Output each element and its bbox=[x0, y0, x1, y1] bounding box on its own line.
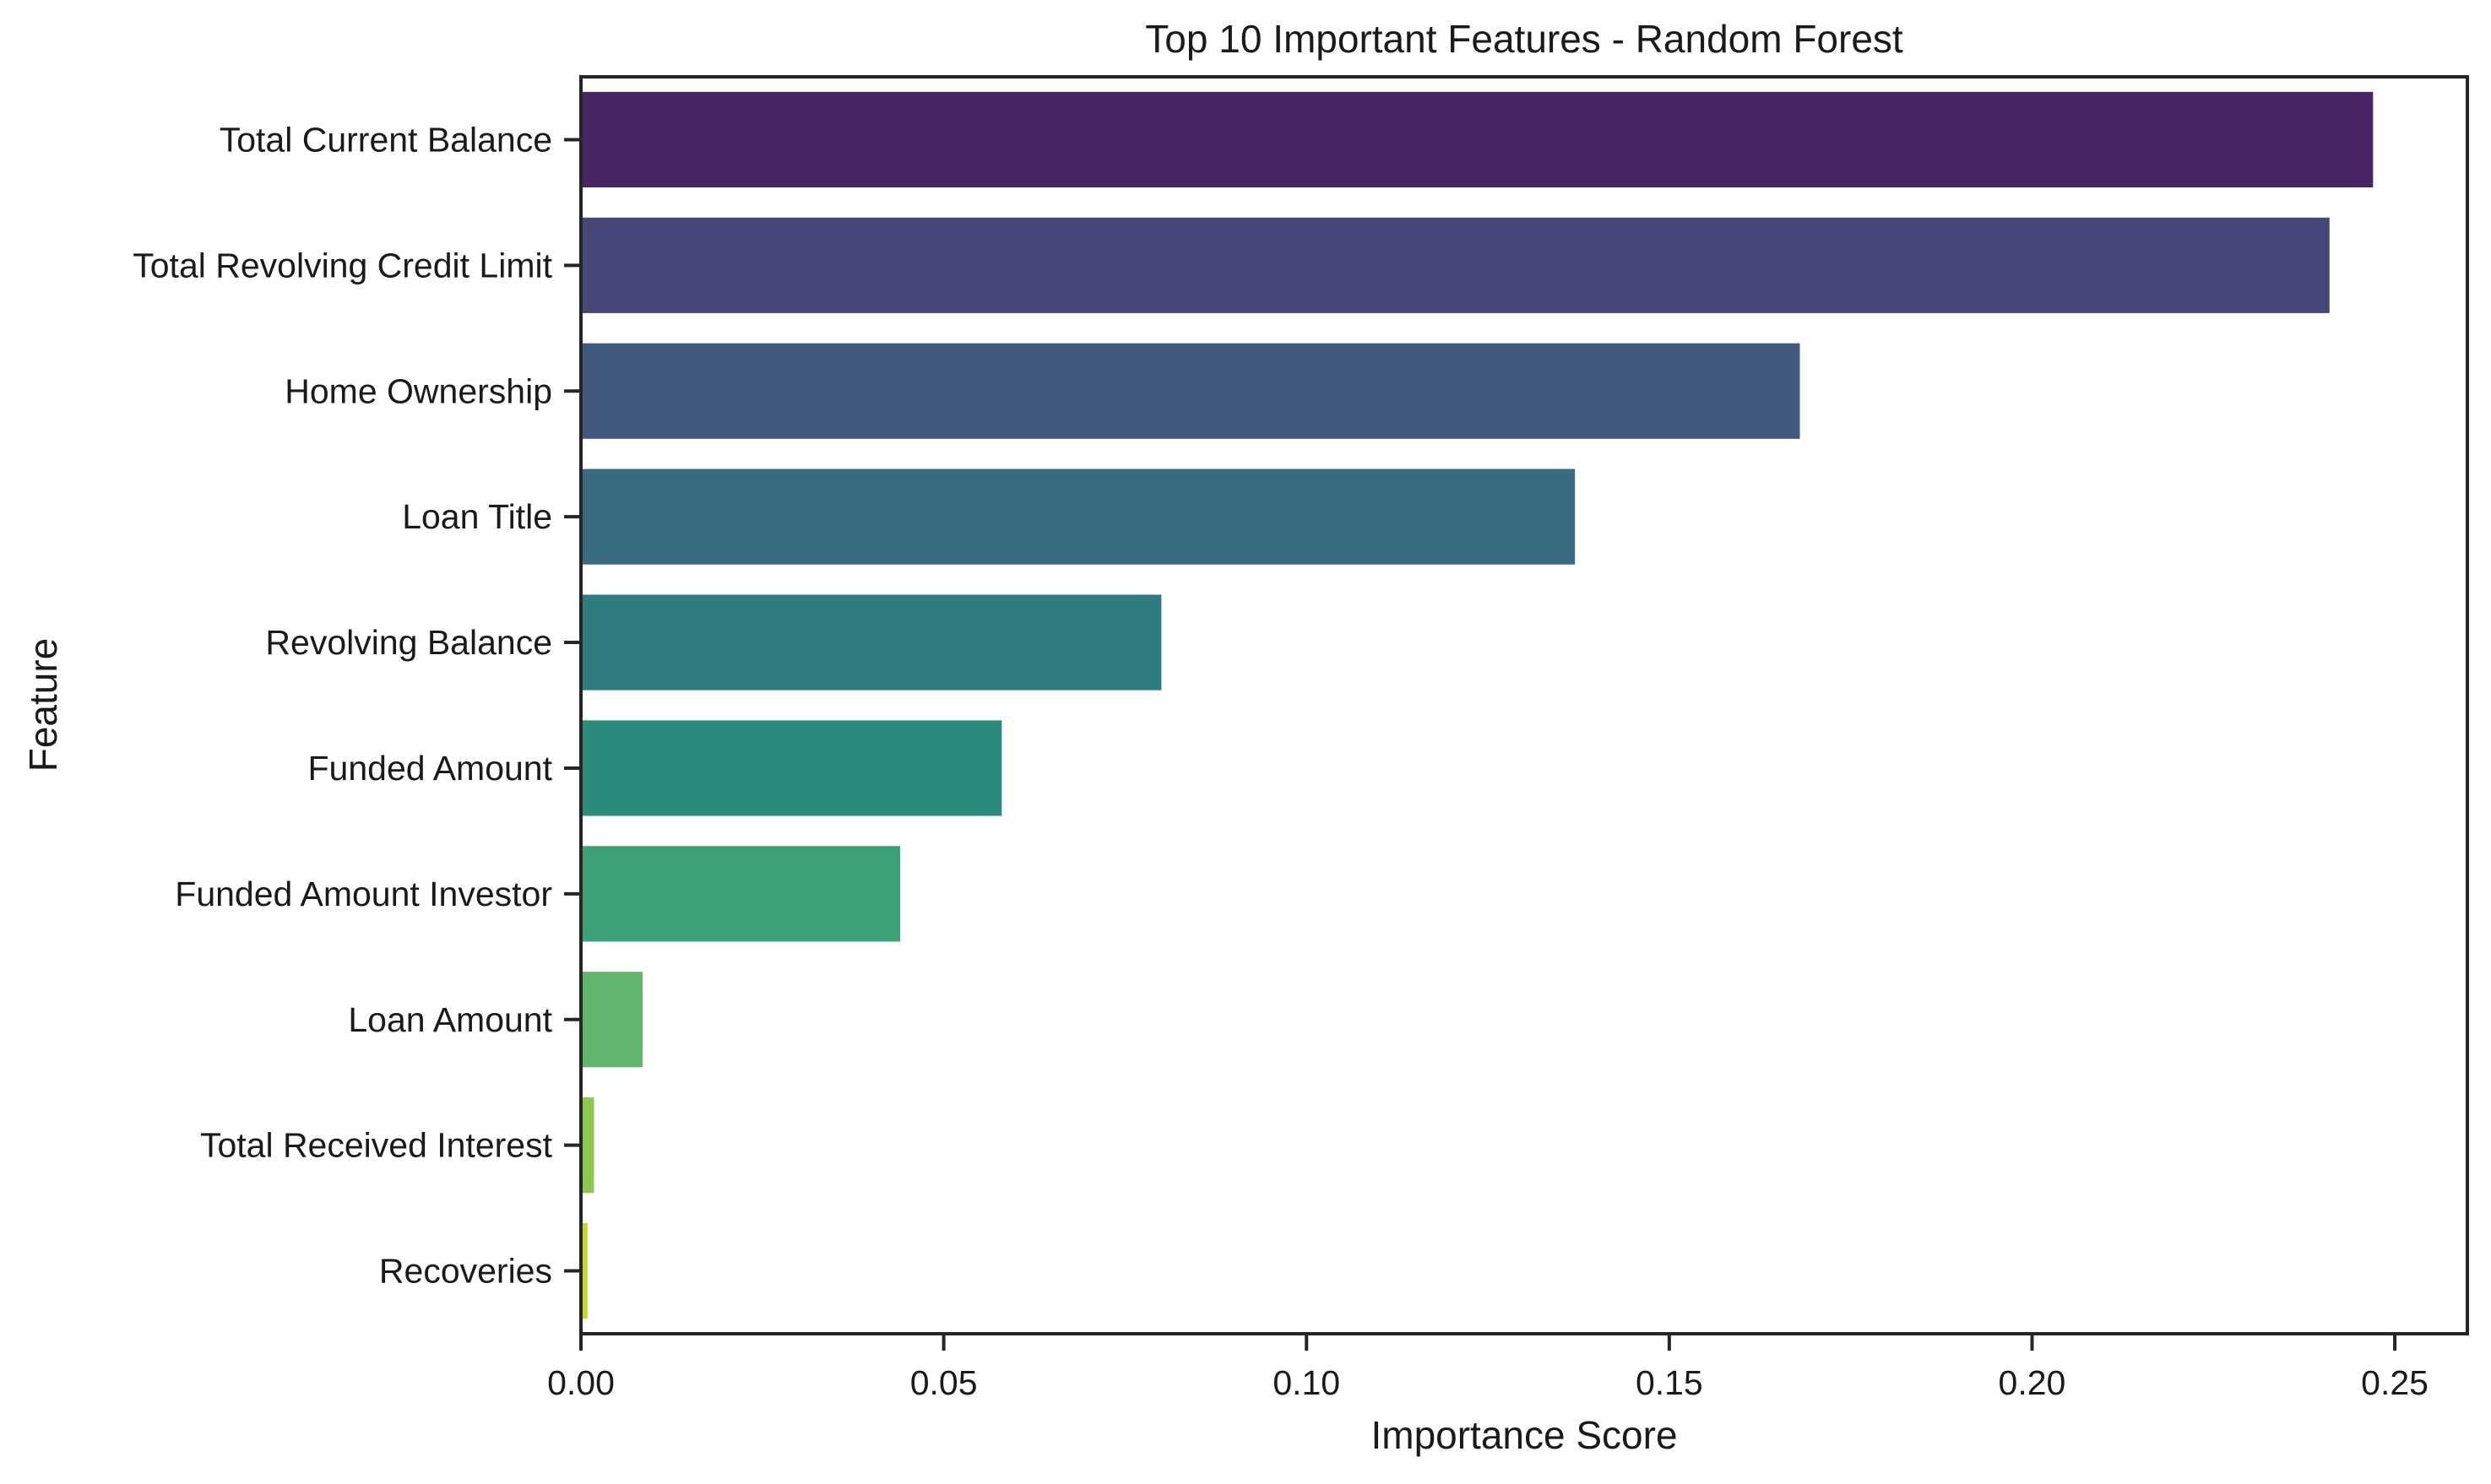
x-tick-label: 0.10 bbox=[1273, 1363, 1340, 1402]
y-tick-label: Revolving Balance bbox=[265, 623, 552, 662]
bar-6 bbox=[581, 846, 901, 942]
bar-4 bbox=[581, 594, 1162, 691]
y-tick-label: Total Revolving Credit Limit bbox=[133, 246, 552, 284]
bar-8 bbox=[581, 1097, 594, 1194]
bar-7 bbox=[581, 972, 643, 1068]
y-tick-label: Loan Title bbox=[402, 497, 552, 536]
bar-2 bbox=[581, 343, 1800, 439]
y-tick-label: Home Ownership bbox=[285, 371, 552, 410]
bar-9 bbox=[581, 1222, 588, 1319]
x-axis-label: Importance Score bbox=[1370, 1413, 1677, 1457]
bar-1 bbox=[581, 217, 2330, 313]
x-tick-label: 0.05 bbox=[910, 1363, 978, 1402]
y-tick-label: Funded Amount Investor bbox=[175, 875, 552, 913]
x-tick-label: 0.25 bbox=[2361, 1363, 2429, 1402]
x-axis-ticks: 0.00 0.05 0.10 0.15 0.20 0.25 bbox=[547, 1334, 2429, 1402]
y-tick-label: Loan Amount bbox=[348, 1000, 552, 1039]
x-tick-label: 0.15 bbox=[1636, 1363, 1703, 1402]
bar-3 bbox=[581, 468, 1576, 565]
x-tick-label: 0.20 bbox=[1999, 1363, 2066, 1402]
x-tick-label: 0.00 bbox=[547, 1363, 615, 1402]
y-tick-label: Recoveries bbox=[379, 1252, 552, 1291]
y-tick-label: Funded Amount bbox=[308, 749, 553, 788]
bar-5 bbox=[581, 720, 1002, 816]
y-tick-label: Total Received Interest bbox=[200, 1126, 553, 1165]
bar-0 bbox=[581, 91, 2374, 188]
plot-frame bbox=[579, 75, 2469, 1335]
bars-group bbox=[581, 91, 2374, 1319]
y-tick-label: Total Current Balance bbox=[220, 120, 552, 159]
y-axis-label: Feature bbox=[21, 638, 65, 772]
chart-title: Top 10 Important Features - Random Fores… bbox=[1145, 17, 1903, 61]
y-axis-ticks: Total Current Balance Total Revolving Cre… bbox=[133, 120, 581, 1291]
